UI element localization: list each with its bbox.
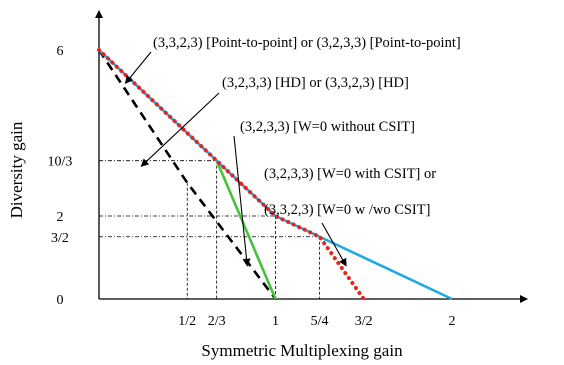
annotation-arrow [140,92,220,167]
x-tick-label: 5/4 [311,314,329,329]
y-tick-label: 2 [57,210,64,225]
annotation-arrow [321,222,347,267]
y-tick-label: 10/3 [48,155,73,170]
x-axis-label: Symmetric Multiplexing gain [201,341,403,360]
annotation-label: (3,2,3,3) [HD] or (3,3,2,3) [HD] [222,75,409,91]
guide-lines [99,160,321,299]
annotation-label: (3,2,3,3) [W=0 with CSIT] or [264,166,436,182]
y-tick-label: 6 [57,44,64,59]
axes [95,10,528,303]
tick-labels: 1/2 2/3 1 5/4 3/2 2 0 3/2 2 10/3 6 [48,44,456,329]
y-tick-label: 0 [57,293,64,308]
x-tick-label: 1/2 [178,314,196,329]
annotation-label: (3,2,3,3) [W=0 without CSIT] [240,119,415,135]
x-tick-label: 2 [449,314,456,329]
annotations: (3,3,2,3) [Point-to-point] or (3,2,3,3) … [124,35,461,267]
x-tick-label: 2/3 [208,314,226,329]
x-tick-label: 1 [272,314,279,329]
x-tick-label: 3/2 [355,314,373,329]
annotation-arrow [233,135,251,267]
y-axis-label: Diversity gain [7,121,26,218]
series-line-solid-green [215,160,277,300]
annotation-label: (3,3,2,3) [W=0 w /wo CSIT] [264,202,430,218]
annotation-arrow [124,51,152,84]
annotation-label: (3,3,2,3) [Point-to-point] or (3,2,3,3) … [153,35,461,51]
y-tick-label: 3/2 [51,231,69,246]
series-line-dotted-red [97,48,366,301]
